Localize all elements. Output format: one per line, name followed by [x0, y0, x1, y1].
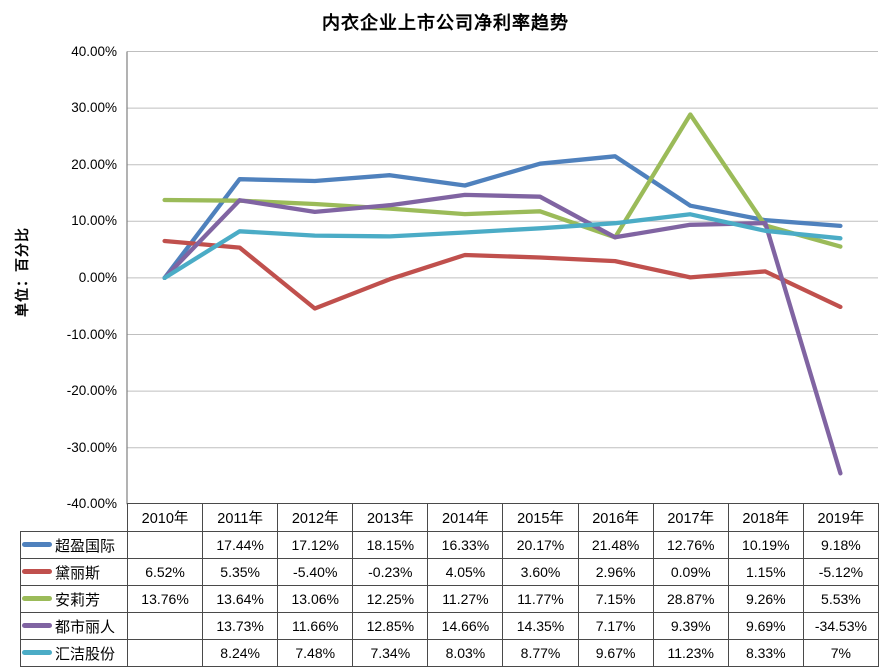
table-row: 黛丽斯 6.52% 5.35% -5.40% -0.23% 4.05% 3.60% 2.96%…	[20, 558, 879, 586]
value-cell: 0.09%	[652, 558, 729, 586]
data-table: 2010年 2011年 2012年 2013年 2014年 2015年 2016年 2017年…	[20, 503, 879, 667]
value-cell: 7.15%	[577, 585, 654, 613]
year-header: 2014年	[427, 503, 504, 532]
y-tick-label: 20.00%	[71, 156, 117, 172]
year-header: 2017年	[652, 503, 729, 532]
value-cell: 7%	[802, 639, 879, 667]
value-cell: 13.73%	[202, 612, 279, 640]
value-cell: 12.25%	[352, 585, 429, 613]
series-name-cell: 黛丽斯	[20, 558, 128, 586]
value-cell: 9.67%	[577, 639, 654, 667]
value-cell: 17.44%	[202, 531, 279, 559]
series-line	[162, 212, 843, 281]
year-header: 2013年	[352, 503, 429, 532]
series-name: 都市丽人	[55, 618, 116, 636]
year-header: 2015年	[502, 503, 579, 532]
chart-title: 内衣企业上市公司净利率趋势	[322, 13, 569, 33]
series-name: 超盈国际	[55, 537, 116, 555]
series-line	[162, 238, 843, 311]
value-cell: 8.77%	[502, 639, 579, 667]
value-cell: 9.26%	[727, 585, 804, 613]
year-header: 2019年	[802, 503, 879, 532]
value-cell: 18.15%	[352, 531, 429, 559]
value-cell: 11.66%	[277, 612, 354, 640]
value-cell: 11.23%	[652, 639, 729, 667]
value-cell: 9.18%	[802, 531, 879, 559]
value-cell: 21.48%	[577, 531, 654, 559]
value-cell: 12.76%	[652, 531, 729, 559]
value-cell: 7.48%	[277, 639, 354, 667]
value-cell: 8.24%	[202, 639, 279, 667]
table-row: 安莉芳 13.76% 13.64% 13.06% 12.25% 11.27% 11.77% 7…	[20, 585, 879, 613]
y-tick-label: 0.00%	[78, 269, 117, 285]
year-header: 2016年	[577, 503, 654, 532]
year-header: 2010年	[126, 503, 204, 532]
value-cell: 8.03%	[427, 639, 504, 667]
value-cell: 11.77%	[502, 585, 579, 613]
series-name-cell: 安莉芳	[20, 585, 128, 613]
value-cell: 13.64%	[202, 585, 279, 613]
table-row: 都市丽人 13.73% 11.66% 12.85% 14.66% 14.35% 7.17% 9…	[20, 612, 879, 640]
value-cell: 9.39%	[652, 612, 729, 640]
value-cell: 20.17%	[502, 531, 579, 559]
value-cell: 1.15%	[727, 558, 804, 586]
table-corner-cell	[21, 504, 128, 532]
value-cell	[126, 639, 204, 667]
value-cell: -5.12%	[802, 558, 879, 586]
value-cell: 10.19%	[727, 531, 804, 559]
value-cell: 28.87%	[652, 585, 729, 613]
year-header: 2018年	[727, 503, 804, 532]
legend-key-icon	[22, 623, 52, 629]
series-name-cell: 都市丽人	[20, 612, 128, 640]
series-name: 汇洁股份	[55, 645, 116, 663]
value-cell: 4.05%	[427, 558, 504, 586]
value-cell: 9.69%	[727, 612, 804, 640]
series-line	[162, 154, 843, 281]
value-cell: -0.23%	[352, 558, 429, 586]
value-cell: 12.85%	[352, 612, 429, 640]
value-cell: 11.27%	[427, 585, 504, 613]
y-tick-label: 30.00%	[71, 100, 117, 116]
y-tick-label: 10.00%	[71, 213, 117, 229]
value-cell	[126, 531, 204, 559]
legend-key-icon	[22, 596, 52, 602]
value-cell: 13.76%	[126, 585, 204, 613]
value-cell: 2.96%	[577, 558, 654, 586]
value-cell	[126, 612, 204, 640]
value-cell: -34.53%	[802, 612, 879, 640]
table-row: 汇洁股份 8.24% 7.48% 7.34% 8.03% 8.77% 9.67% 11.23%…	[20, 639, 879, 667]
y-tick-label: -30.00%	[66, 439, 117, 455]
year-header: 2012年	[277, 503, 354, 532]
y-tick-label: -10.00%	[66, 326, 117, 342]
value-cell: 13.06%	[277, 585, 354, 613]
y-tick-label: -20.00%	[66, 383, 117, 399]
value-cell: 14.66%	[427, 612, 504, 640]
legend-key-icon	[22, 542, 52, 548]
legend-key-icon	[22, 569, 52, 575]
value-cell: 5.53%	[802, 585, 879, 613]
value-cell: 8.33%	[727, 639, 804, 667]
legend-key-icon	[22, 650, 52, 656]
series-line	[162, 112, 843, 249]
value-cell: 17.12%	[277, 531, 354, 559]
series-name: 安莉芳	[55, 591, 101, 609]
year-header: 2011年	[202, 503, 279, 532]
value-cell: 6.52%	[126, 558, 204, 586]
value-cell: 7.17%	[577, 612, 654, 640]
value-cell: 7.34%	[352, 639, 429, 667]
y-tick-label: -40.00%	[66, 496, 117, 512]
value-cell: 3.60%	[502, 558, 579, 586]
value-cell: -5.40%	[277, 558, 354, 586]
series-name-cell: 超盈国际	[20, 531, 128, 559]
value-cell: 14.35%	[502, 612, 579, 640]
series-name: 黛丽斯	[55, 564, 101, 582]
series-name-cell: 汇洁股份	[20, 639, 128, 667]
table-row: 超盈国际 17.44% 17.12% 18.15% 16.33% 20.17% 21.48%…	[20, 531, 879, 559]
value-cell: 16.33%	[427, 531, 504, 559]
y-tick-label: 40.00%	[71, 43, 117, 59]
value-cell: 5.35%	[202, 558, 279, 586]
